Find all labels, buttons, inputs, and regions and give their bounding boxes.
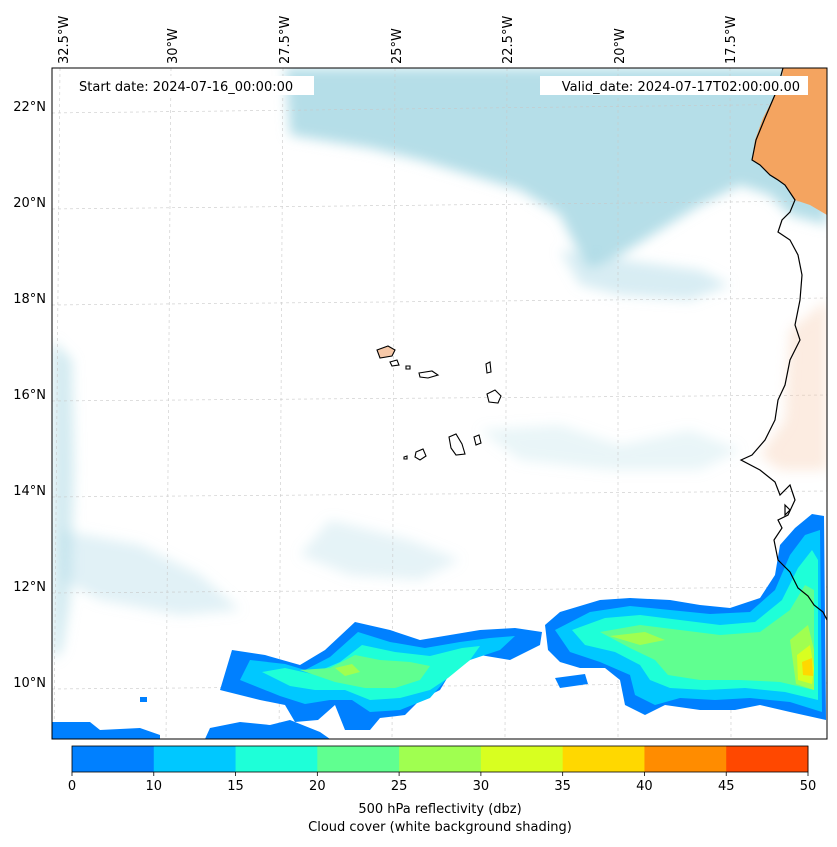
- cloud-patch-east: [480, 425, 740, 470]
- bijagos-islands: [784, 503, 791, 517]
- island-santa-luzia: [405, 365, 411, 370]
- colorbar-segment: [562, 746, 645, 772]
- lon-label: 32.5°W: [57, 16, 72, 64]
- colorbar-tick-label: 45: [718, 779, 735, 794]
- colorbar: 0 10 15 20 25 30 35 40 45 50: [68, 745, 817, 794]
- lat-label: 16°N: [13, 388, 46, 403]
- lat-label: 22°N: [13, 100, 46, 115]
- colorbar-segment: [480, 746, 564, 772]
- reflectivity-south-strip-2: [205, 720, 330, 739]
- colorbar-tick-label: 0: [68, 779, 76, 794]
- lon-label: 30°W: [166, 28, 181, 64]
- coastlines: [739, 68, 827, 621]
- cloud-cover-layer: [52, 68, 827, 660]
- island-fogo: [414, 448, 427, 461]
- reflectivity-speck: [140, 697, 147, 702]
- colorbar-segment: [235, 746, 318, 772]
- colorbar-segment: [726, 746, 809, 772]
- colorbar-segment: [399, 746, 482, 772]
- lon-label: 22.5°W: [501, 16, 516, 64]
- island-boa-vista: [486, 389, 502, 404]
- reflectivity-east-cell-40: [802, 658, 813, 676]
- colorbar-sublabel: Cloud cover (white background shading): [308, 820, 572, 835]
- colorbar-segment: [317, 746, 400, 772]
- colorbar-tick-label: 50: [800, 779, 817, 794]
- latitude-labels: 22°N 20°N 18°N 16°N 14°N 12°N 10°N: [13, 100, 46, 691]
- reflectivity-south-strip: [52, 722, 160, 739]
- lon-label: 27.5°W: [278, 16, 293, 64]
- lat-label: 18°N: [13, 292, 46, 307]
- lon-label: 17.5°W: [724, 16, 739, 64]
- map-frame: [51, 67, 828, 740]
- island-sal: [485, 361, 492, 374]
- colorbar-tick-label: 20: [309, 779, 326, 794]
- colorbar-label: 500 hPa reflectivity (dbz): [358, 802, 521, 817]
- cloud-band-mid: [560, 250, 730, 300]
- reflectivity-east-cell-25: [600, 585, 814, 690]
- island-sao-nicolau: [418, 370, 440, 379]
- colorbar-tick-label: 15: [227, 779, 244, 794]
- colorbar-frame: [71, 745, 809, 773]
- colorbar-tick-label: 25: [391, 779, 408, 794]
- island-sao-vicente: [389, 359, 400, 367]
- colorbar-tick-label: 40: [636, 779, 653, 794]
- reflectivity-west-cell-25: [300, 655, 430, 688]
- lat-label: 12°N: [13, 580, 46, 595]
- island-santo-antao: [376, 345, 396, 359]
- reflectivity-east-cell-30b: [610, 632, 665, 645]
- colorbar-tick-label: 10: [146, 779, 163, 794]
- start-date-text: Start date: 2024-07-16_00:00:00: [79, 80, 293, 95]
- reflectivity-speck-2: [555, 674, 588, 688]
- colorbar-segment: [644, 746, 727, 772]
- valid-date-box: [540, 76, 808, 95]
- island-brava: [403, 455, 408, 460]
- cloud-band-north: [285, 68, 827, 268]
- reflectivity-west-cell-30: [335, 664, 360, 676]
- colorbar-tick-label: 35: [554, 779, 571, 794]
- valid-date-text: Valid_date: 2024-07-17T02:00:00.00: [562, 80, 800, 95]
- lat-label: 20°N: [13, 196, 46, 211]
- cloud-patch-west: [60, 530, 240, 615]
- island-santiago: [448, 433, 466, 456]
- cape-verde-islands: [376, 345, 502, 461]
- land-shading-faint: [760, 300, 827, 470]
- african-coastline: [739, 68, 827, 621]
- lat-label: 14°N: [13, 484, 46, 499]
- colorbar-segment: [153, 746, 237, 772]
- colorbar-tick-label: 30: [473, 779, 490, 794]
- colorbar-segment: [72, 746, 155, 772]
- island-maio: [473, 434, 482, 446]
- longitude-labels: 32.5°W 30°W 27.5°W 25°W 22.5°W 20°W 17.5…: [57, 16, 739, 64]
- reflectivity-layer: [52, 514, 826, 739]
- start-date-box: [74, 76, 314, 95]
- lon-label: 20°W: [613, 28, 628, 64]
- cloud-patch-center: [300, 520, 460, 580]
- lon-label: 25°W: [390, 28, 405, 64]
- lat-label: 10°N: [13, 676, 46, 691]
